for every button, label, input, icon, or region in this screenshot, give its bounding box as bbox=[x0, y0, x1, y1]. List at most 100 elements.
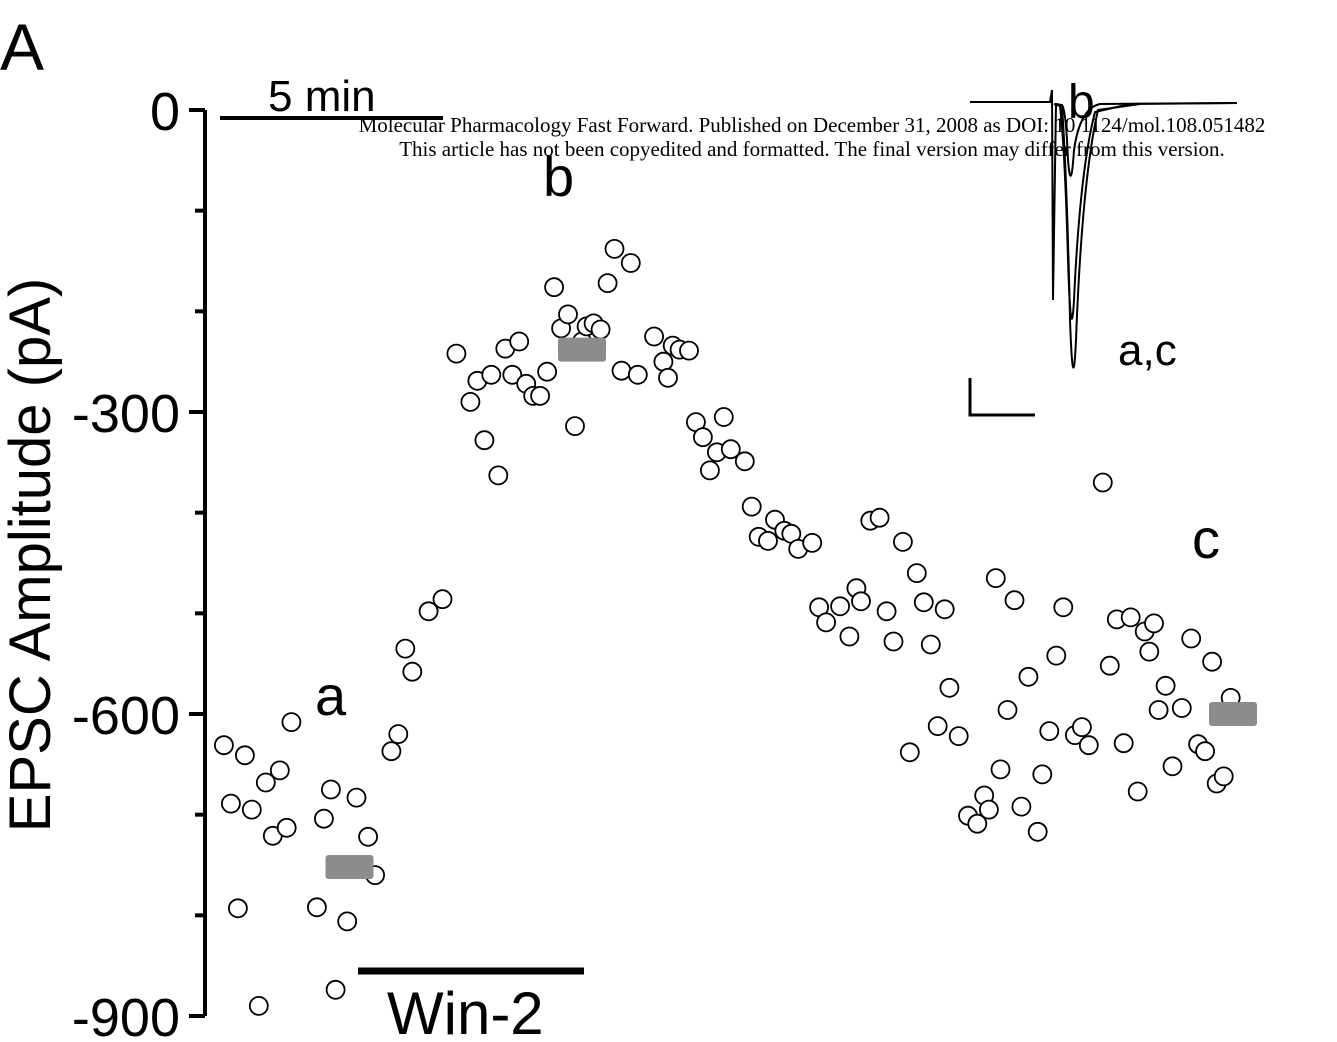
inset-trace-c bbox=[1055, 103, 1141, 369]
data-point bbox=[1032, 764, 1053, 785]
label-a: a bbox=[315, 664, 347, 727]
data-point bbox=[402, 661, 423, 682]
data-point bbox=[1155, 675, 1176, 696]
label-c: c bbox=[1192, 507, 1220, 570]
data-point bbox=[644, 326, 664, 347]
data-points bbox=[213, 238, 1241, 1016]
y-tick-label: 0 bbox=[150, 82, 180, 142]
data-point bbox=[320, 779, 341, 800]
data-point bbox=[509, 331, 530, 352]
data-point bbox=[802, 533, 823, 553]
data-point bbox=[893, 532, 913, 552]
data-point bbox=[1072, 717, 1092, 737]
panel-label: A bbox=[0, 10, 44, 84]
data-point bbox=[241, 799, 262, 820]
data-point bbox=[269, 760, 290, 781]
data-point bbox=[611, 360, 632, 381]
inset-label-b: b bbox=[1068, 76, 1095, 129]
data-point bbox=[876, 601, 897, 622]
data-point bbox=[1018, 666, 1039, 687]
data-point bbox=[558, 304, 578, 325]
data-point bbox=[1027, 821, 1048, 842]
data-point bbox=[713, 407, 734, 427]
data-point bbox=[358, 826, 379, 847]
data-point bbox=[1202, 651, 1222, 672]
watermark-line-1: Molecular Pharmacology Fast Forward. Pub… bbox=[359, 113, 1266, 137]
data-point bbox=[967, 813, 988, 834]
data-point bbox=[234, 745, 255, 766]
data-point bbox=[255, 772, 276, 793]
data-point bbox=[1195, 741, 1215, 762]
inset-scale-bar bbox=[968, 378, 1035, 417]
data-point bbox=[758, 531, 778, 551]
data-point bbox=[653, 351, 674, 372]
y-axis: 0 -300 -600 -900 bbox=[72, 82, 207, 1042]
data-point bbox=[1011, 796, 1032, 817]
data-point bbox=[565, 416, 585, 437]
data-point bbox=[851, 591, 871, 612]
data-point bbox=[248, 996, 269, 1016]
data-point bbox=[488, 465, 509, 486]
data-point bbox=[1120, 607, 1141, 628]
mean-bar-c bbox=[1209, 702, 1257, 726]
data-point bbox=[306, 897, 327, 918]
data-point bbox=[432, 589, 453, 610]
data-point bbox=[985, 568, 1006, 588]
data-point bbox=[997, 700, 1018, 720]
data-point bbox=[627, 364, 648, 385]
data-point bbox=[346, 787, 367, 808]
inset-label-ac: a,c bbox=[1118, 326, 1177, 375]
data-point bbox=[474, 430, 495, 451]
data-point bbox=[220, 793, 241, 814]
data-point bbox=[1139, 641, 1160, 662]
data-point bbox=[1162, 756, 1183, 777]
y-tick-label: -900 bbox=[72, 988, 180, 1042]
data-point bbox=[620, 253, 641, 273]
data-point bbox=[1127, 781, 1148, 802]
time-scale-bar-label: 5 min bbox=[268, 72, 376, 121]
data-point bbox=[460, 391, 481, 412]
data-point bbox=[604, 238, 625, 259]
data-point bbox=[679, 340, 699, 361]
data-point bbox=[1046, 645, 1067, 666]
data-point bbox=[597, 273, 618, 294]
data-point bbox=[658, 367, 678, 388]
y-tick-label: -600 bbox=[72, 686, 180, 746]
data-point bbox=[1039, 721, 1060, 741]
data-point bbox=[1078, 735, 1099, 756]
data-point bbox=[1181, 628, 1202, 649]
data-point bbox=[1099, 655, 1120, 676]
y-tick-label: -300 bbox=[72, 384, 180, 444]
y-axis-label: EPSC Amplitude (pA) bbox=[0, 278, 63, 832]
data-point bbox=[395, 638, 416, 659]
data-point bbox=[830, 596, 850, 617]
data-point bbox=[325, 979, 346, 1000]
mean-bar-a bbox=[325, 855, 374, 879]
data-point bbox=[544, 277, 564, 298]
data-point bbox=[446, 343, 467, 364]
data-point bbox=[1113, 733, 1134, 754]
data-point bbox=[388, 724, 409, 744]
data-point bbox=[913, 592, 934, 613]
mean-bars bbox=[325, 337, 1257, 879]
data-point bbox=[720, 439, 741, 460]
data-point bbox=[939, 677, 960, 698]
data-point bbox=[979, 799, 999, 820]
data-point bbox=[1148, 700, 1169, 720]
data-point bbox=[693, 427, 713, 448]
data-point bbox=[1053, 597, 1074, 618]
data-point bbox=[990, 759, 1011, 780]
data-point bbox=[734, 451, 755, 472]
data-point bbox=[1171, 698, 1192, 718]
data-point bbox=[934, 599, 955, 620]
data-point bbox=[537, 361, 557, 382]
data-point bbox=[227, 898, 248, 919]
data-point bbox=[502, 364, 523, 385]
data-point bbox=[700, 460, 720, 481]
data-point bbox=[337, 911, 358, 932]
data-point bbox=[481, 364, 502, 385]
data-point bbox=[313, 808, 334, 829]
data-point bbox=[906, 563, 927, 583]
watermark-line-2: This article has not been copyedited and… bbox=[399, 137, 1225, 161]
